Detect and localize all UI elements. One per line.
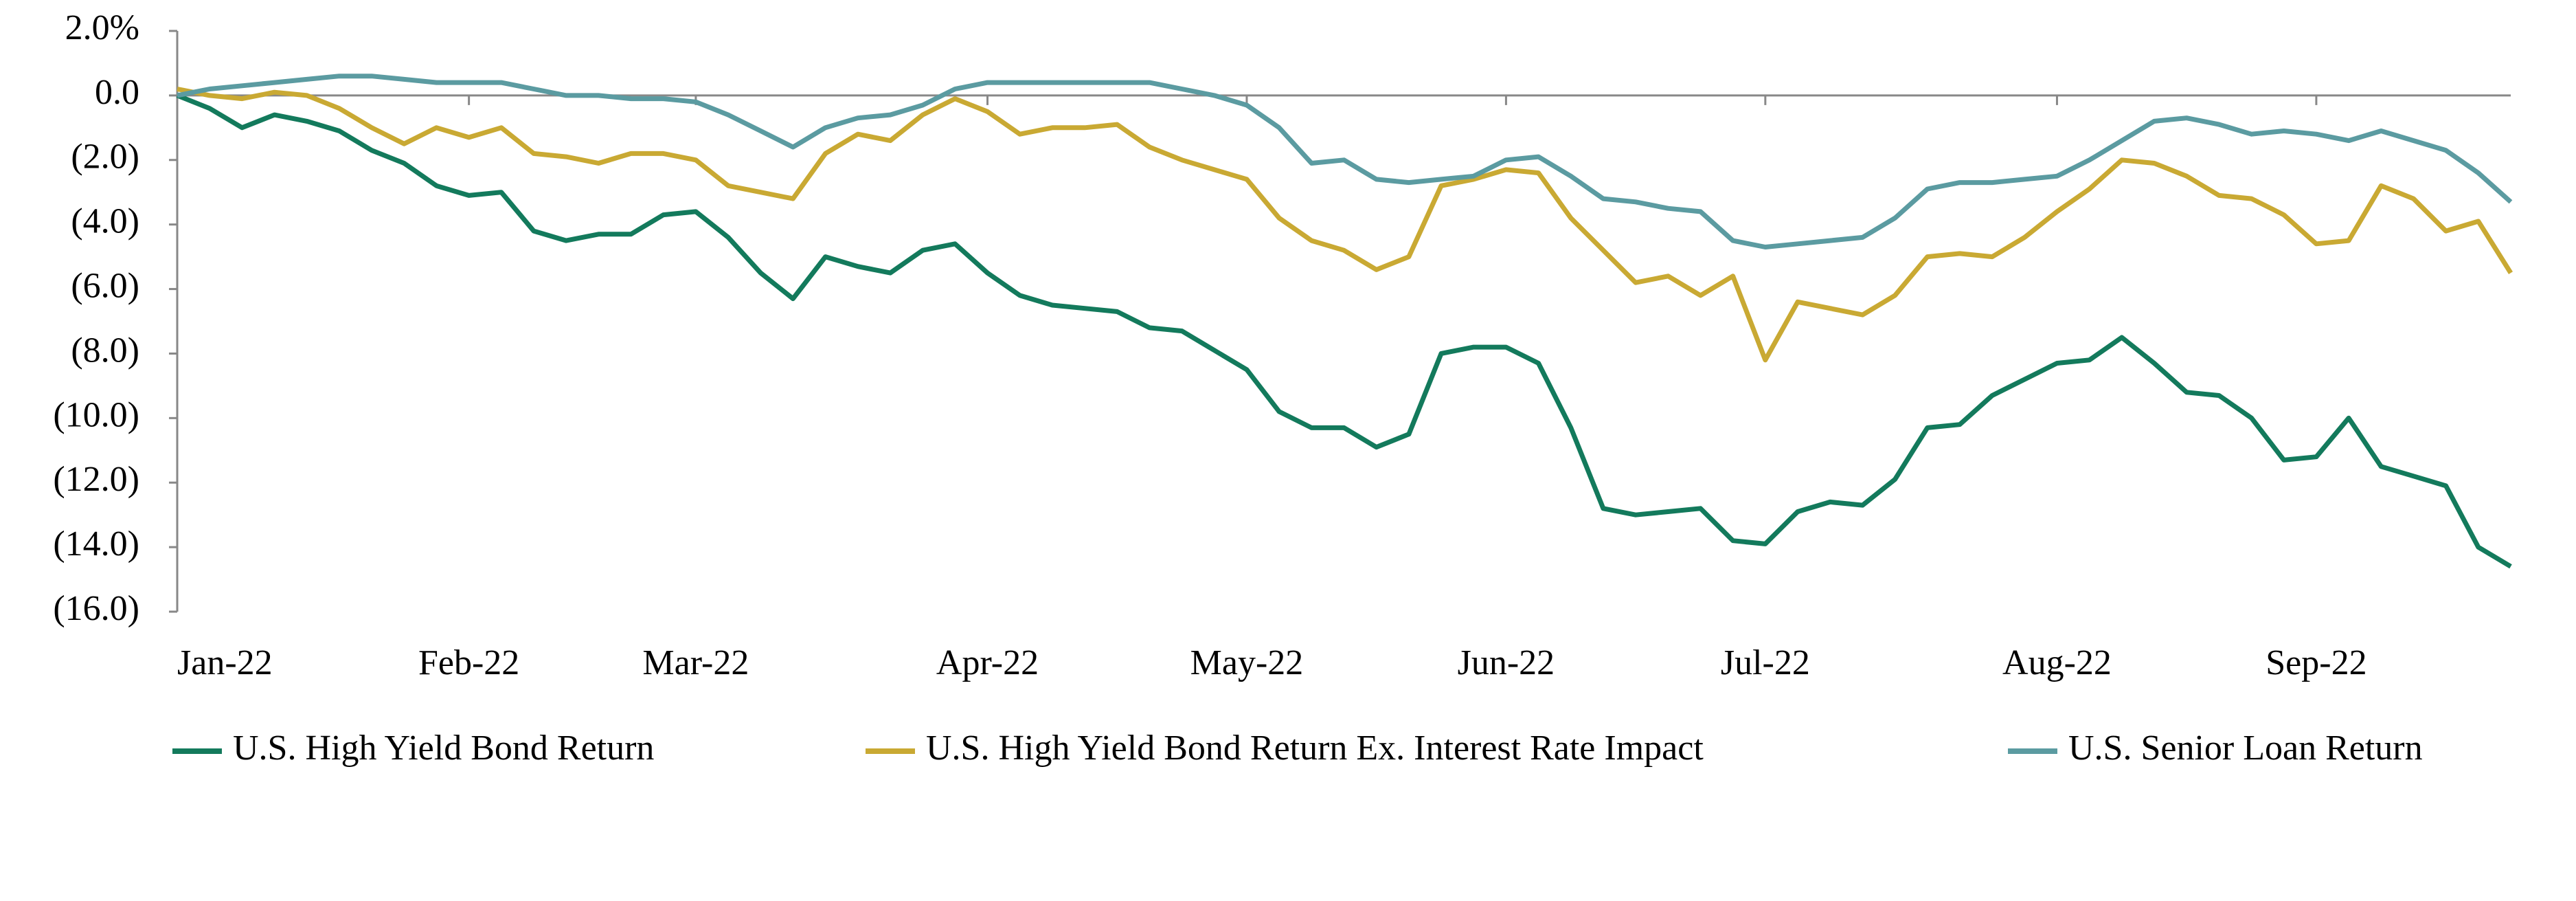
y-tick-label: (4.0): [71, 202, 139, 241]
legend-label: U.S. High Yield Bond Return: [233, 728, 654, 768]
x-tick-label: Sep-22: [2266, 643, 2366, 682]
y-tick-label: 0.0: [95, 73, 139, 112]
x-tick-label: Apr-22: [936, 643, 1039, 682]
y-tick-label: (10.0): [53, 395, 139, 434]
x-tick-label: Jul-22: [1721, 643, 1810, 682]
series-line: [177, 87, 2513, 363]
x-tick-label: Jan-22: [177, 643, 273, 682]
y-tick-label: (2.0): [71, 137, 139, 177]
legend-label: U.S. High Yield Bond Return Ex. Interest…: [926, 728, 1704, 768]
legend-label: U.S. Senior Loan Return: [2068, 728, 2423, 768]
series-line: [176, 93, 2512, 569]
x-tick-label: May-22: [1190, 643, 1304, 682]
x-tick-label: Jun-22: [1458, 643, 1555, 682]
series-line: [177, 74, 2513, 249]
y-tick-label: (12.0): [53, 460, 139, 499]
x-tick-label: Feb-22: [418, 643, 519, 682]
x-tick-label: Aug-22: [2002, 643, 2112, 682]
y-tick-label: (14.0): [53, 524, 139, 564]
y-tick-label: (16.0): [53, 589, 139, 628]
y-tick-label: (8.0): [71, 331, 139, 370]
x-tick-label: Mar-22: [642, 643, 749, 682]
y-tick-label: 2.0%: [65, 8, 139, 47]
y-tick-label: (6.0): [71, 266, 139, 305]
